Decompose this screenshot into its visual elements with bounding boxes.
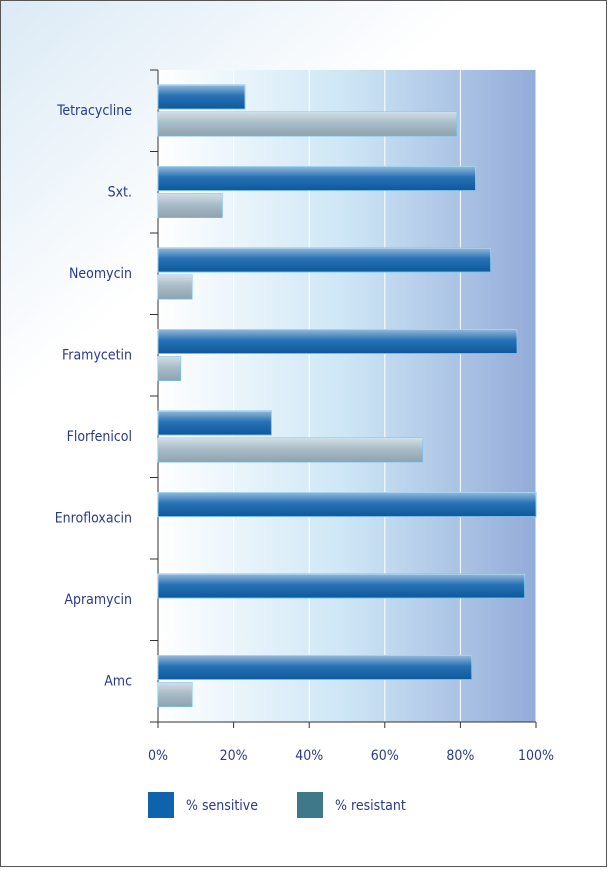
x-tick-label: 100% [518,748,554,764]
x-tick-label: 40% [295,748,323,764]
legend-swatch [297,792,323,818]
y-tick-label: Framycetin [62,347,132,363]
y-tick-label: Apramycin [64,592,132,608]
bar-gloss [158,329,518,354]
bar-gloss [158,438,423,462]
bar-gloss [158,356,181,381]
bar-gloss [158,248,491,272]
y-tick-label: Florfenicol [67,429,132,445]
bar-gloss [158,112,457,136]
bar-gloss [158,655,472,680]
legend-swatch [148,792,174,818]
x-tick-label: 0% [148,748,168,764]
legend-label: % sensitive [186,798,258,814]
legend-label: % resistant [335,798,406,814]
y-tick-label: Amc [104,673,132,689]
bar-gloss [158,574,525,598]
bar-gloss [158,193,223,218]
bar-gloss [158,275,193,299]
y-tick-label: Enrofloxacin [55,510,132,526]
x-tick-label: 60% [371,748,399,764]
bar-gloss [158,166,476,191]
bar-gloss [158,492,536,517]
y-tick-label: Sxt. [108,184,132,200]
bar-gloss [158,411,272,435]
y-tick-label: Tetracycline [56,103,132,119]
x-tick-label: 20% [220,748,248,764]
x-tick-label: 80% [446,748,474,764]
bar-gloss [158,682,193,707]
y-tick-label: Neomycin [69,266,132,282]
bar-gloss [158,85,245,109]
